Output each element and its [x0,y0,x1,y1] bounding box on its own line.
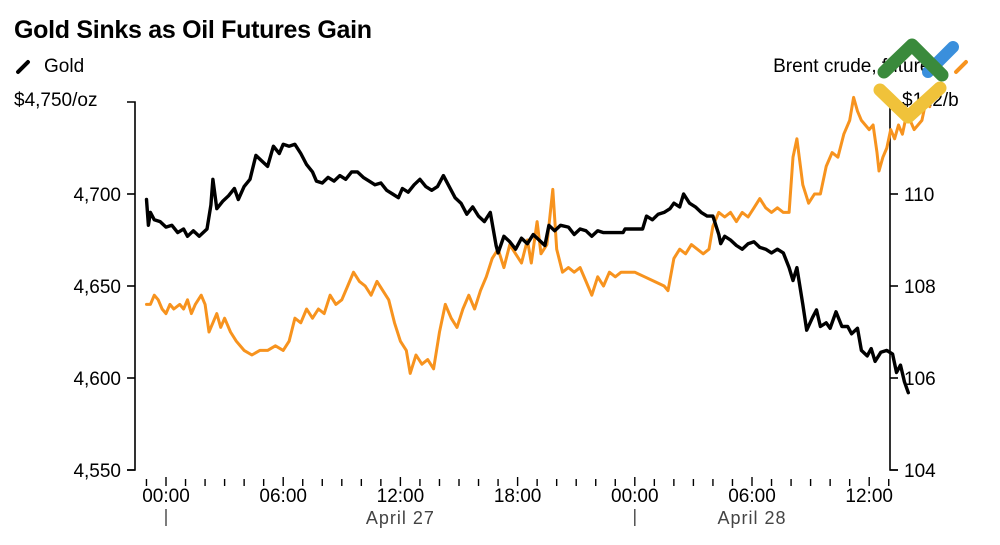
left-axis-unit-label: $4,750/oz [14,90,98,111]
right-axis-tick-label: 104 [904,461,936,482]
left-axis-tick-label: 4,600 [73,369,121,390]
x-axis-tick-label: 00:00 [142,486,190,507]
right-axis-tick-label: 110 [904,185,934,206]
x-axis-date-label: April 27 [366,508,435,528]
left-axis-tick-label: 4,550 [73,461,121,482]
left-axis-tick-label: 4,700 [73,185,121,206]
legend-gold-label: Gold [44,56,85,77]
x-axis-tick-label: 06:00 [728,486,776,507]
x-axis-tick-label: 18:00 [494,486,542,507]
right-axis-tick-label: 108 [904,277,936,298]
legend-gold: Gold [14,56,84,78]
series-group [144,95,932,395]
x-axis-tick-label: 06:00 [259,486,307,507]
axes-group: 4,550 4,600 4,650 4,700 104 106 108 110 00:00 06:… [73,101,936,528]
x-axis-tick-label: 12:00 [845,486,893,507]
left-axis-tick-label: 4,650 [73,277,121,298]
right-axis-tick-label: 106 [904,369,936,390]
x-axis-date-label: April 28 [717,508,786,528]
gold-price-line [144,142,910,395]
brent-crude-price-line [145,95,932,375]
watermark-logo-icon [873,38,959,124]
chart-title: Gold Sinks as Oil Futures Gain [14,16,372,44]
x-axis-tick-label: 00:00 [611,486,659,507]
x-axis-tick-label: 12:00 [377,486,425,507]
